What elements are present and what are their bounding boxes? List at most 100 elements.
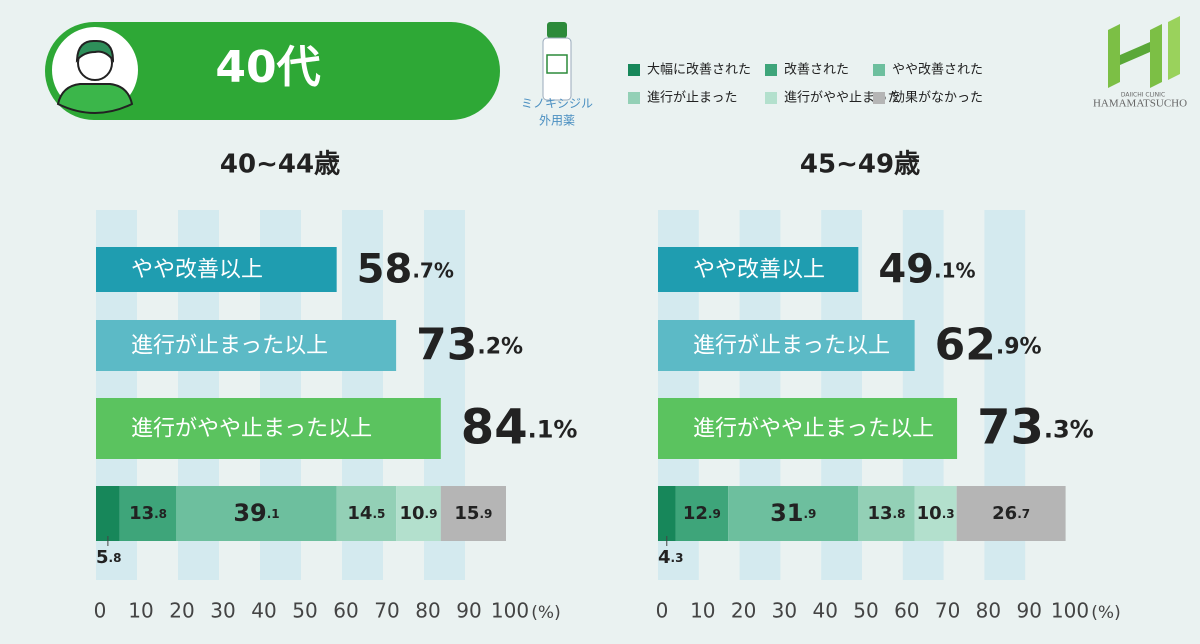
label-decimal: .9	[708, 507, 721, 521]
value-label: 84.1%	[461, 400, 578, 456]
label-decimal: .9%	[996, 335, 1042, 360]
segment-label: 10.9	[399, 503, 437, 524]
stack-segment	[658, 486, 676, 541]
label-main: 26	[992, 503, 1017, 524]
legend-swatch	[628, 64, 640, 76]
label-main: 49	[878, 247, 934, 293]
label-main: 12	[683, 503, 708, 524]
x-unit: (%)	[1091, 603, 1120, 623]
x-tick-label: 40	[251, 599, 276, 623]
x-tick-label: 10	[690, 599, 715, 623]
legend-swatch	[873, 64, 885, 76]
x-tick-label: 70	[374, 599, 399, 623]
label-decimal: .1%	[934, 258, 976, 282]
bar-label: やや改善以上	[693, 258, 825, 283]
stack-segment	[956, 486, 1066, 541]
label-decimal: .8	[154, 507, 167, 521]
label-decimal: .9	[479, 507, 492, 521]
product-icon	[542, 22, 572, 101]
x-tick-label: 90	[456, 599, 481, 623]
label-decimal: .5	[372, 507, 385, 521]
x-tick-label: 30	[772, 599, 797, 623]
stack-segment	[336, 486, 397, 541]
stack-segment	[176, 486, 337, 541]
x-tick-label: 70	[935, 599, 960, 623]
stack-segment	[96, 486, 120, 541]
label-decimal: .3	[942, 507, 955, 521]
stack-segment	[119, 486, 177, 541]
label-main: 5	[96, 547, 109, 568]
segment-label: 5.8	[96, 547, 121, 568]
value-label: 73.3%	[977, 400, 1094, 456]
stack-segment	[914, 486, 957, 541]
bar-label: 進行がやや止まった以上	[131, 417, 372, 442]
x-tick-label: 100	[491, 599, 529, 623]
header-title: 40代	[215, 42, 320, 93]
label-decimal: .3%	[1044, 416, 1094, 444]
x-unit: (%)	[531, 603, 560, 623]
label-main: 84	[461, 400, 528, 456]
label-decimal: .9	[425, 507, 438, 521]
segment-label: 26.7	[992, 503, 1030, 524]
label-main: 13	[867, 503, 892, 524]
label-decimal: .1	[267, 507, 280, 521]
avatar	[48, 23, 142, 117]
label-main: 10	[399, 503, 424, 524]
segment-label: 13.8	[867, 503, 905, 524]
x-tick-label: 0	[94, 599, 107, 623]
stack-segment	[396, 486, 441, 541]
label-decimal: .2%	[477, 335, 523, 360]
x-tick-label: 60	[333, 599, 358, 623]
bar	[96, 320, 397, 371]
logo-mark	[1108, 16, 1180, 88]
product-name: ミノキシジル	[521, 97, 593, 111]
legend-label: 進行が止まった	[647, 91, 737, 106]
label-decimal: .7	[1017, 507, 1030, 521]
bar-label: 進行が止まった以上	[693, 334, 890, 359]
x-tick-label: 0	[656, 599, 669, 623]
segment-label: 15.9	[454, 503, 492, 524]
label-main: 14	[347, 503, 372, 524]
bar	[658, 320, 915, 371]
segment-label: 39.1	[233, 499, 279, 527]
x-tick-label: 90	[1016, 599, 1041, 623]
x-tick-label: 30	[210, 599, 235, 623]
x-tick-label: 20	[169, 599, 194, 623]
segment-label: 12.9	[683, 503, 721, 524]
stack-segment	[728, 486, 859, 541]
x-tick-label: 10	[128, 599, 153, 623]
label-main: 39	[233, 499, 266, 527]
label-decimal: .8	[893, 507, 906, 521]
label-decimal: .1%	[528, 416, 578, 444]
label-decimal: .8	[109, 551, 122, 565]
legend-swatch	[765, 64, 777, 76]
stack-segment	[440, 486, 506, 541]
label-decimal: .9	[803, 507, 816, 521]
chart-title: 40~44歳	[220, 150, 340, 180]
x-tick-label: 100	[1051, 599, 1089, 623]
bar-label: 進行がやや止まった以上	[693, 417, 934, 442]
x-tick-label: 50	[292, 599, 317, 623]
bar	[96, 398, 441, 459]
chart-title: 45~49歳	[800, 150, 920, 180]
label-main: 10	[917, 503, 942, 524]
bar	[658, 247, 859, 292]
x-tick-label: 50	[853, 599, 878, 623]
x-tick-label: 40	[812, 599, 837, 623]
label-main: 15	[454, 503, 479, 524]
label-main: 73	[416, 320, 477, 371]
bar-label: 進行が止まった以上	[131, 334, 328, 359]
x-tick-label: 80	[976, 599, 1001, 623]
legend-label: やや改善された	[892, 62, 983, 78]
value-label: 62.9%	[935, 320, 1042, 371]
legend-swatch	[873, 92, 885, 104]
bar	[658, 398, 958, 459]
label-main: 31	[770, 499, 803, 527]
x-tick-label: 80	[415, 599, 440, 623]
stack-segment	[858, 486, 915, 541]
legend-label: 効果がなかった	[892, 91, 983, 106]
stack-segment	[675, 486, 729, 541]
header-pill	[45, 22, 500, 120]
segment-label: 10.3	[917, 503, 955, 524]
